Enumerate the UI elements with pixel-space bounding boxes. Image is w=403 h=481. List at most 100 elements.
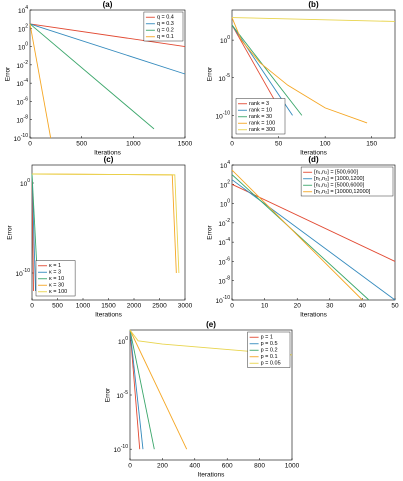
series-line xyxy=(231,17,368,124)
series-line xyxy=(129,329,155,450)
legend-box xyxy=(235,98,286,135)
x-tick-label: 0 xyxy=(128,463,132,470)
y-tick-label: 100 xyxy=(20,178,30,187)
x-tick-label: 0 xyxy=(28,141,32,148)
legend-box xyxy=(300,166,394,197)
series-line xyxy=(129,329,293,356)
legend-label: [n₁,n₂] = [500,600] xyxy=(314,170,358,176)
y-tick-label: 10-10 xyxy=(114,444,129,453)
x-tick-label: 200 xyxy=(157,463,168,470)
series-line xyxy=(231,169,363,301)
x-axis-label: Iterations xyxy=(95,312,122,319)
legend-label: [n₁,n₂] = [10000,12000] xyxy=(314,189,371,195)
series-line xyxy=(231,24,303,116)
legend-label: p = 0.5 xyxy=(261,341,278,347)
legend-box xyxy=(35,260,76,297)
chart-title: (c) xyxy=(104,155,114,164)
series-line xyxy=(29,23,155,130)
x-axis-label: Iterations xyxy=(300,312,327,319)
legend-label: q = 0.4 xyxy=(157,15,174,21)
y-tick-label: 10-6 xyxy=(218,257,230,266)
x-axis-label: Iterations xyxy=(94,150,121,157)
legend-label: κ = 3 xyxy=(49,270,61,276)
x-tick-label: 50 xyxy=(275,141,283,148)
series-line xyxy=(231,174,370,301)
x-tick-label: 50 xyxy=(391,303,399,310)
series-line xyxy=(29,23,186,75)
x-axis-label: Iterations xyxy=(198,472,225,479)
y-tick-label: 10-10 xyxy=(14,133,29,142)
y-tick-label: 10-6 xyxy=(16,97,28,106)
chart-title: (d) xyxy=(308,155,319,164)
legend-label: [n₁,n₂] = [1000,1200] xyxy=(314,176,364,182)
series-line xyxy=(31,173,180,274)
x-tick-label: 40 xyxy=(359,303,367,310)
y-axis-label: Error xyxy=(105,387,112,402)
chart-title: (e) xyxy=(206,320,216,329)
x-tick-label: 1000 xyxy=(285,463,300,470)
legend-label: rank = 100 xyxy=(249,121,275,127)
chart-title: (b) xyxy=(308,0,319,9)
series-line xyxy=(129,329,141,450)
chart-title: (a) xyxy=(103,0,113,9)
series-line xyxy=(29,23,52,139)
legend-label: κ = 30 xyxy=(49,283,64,289)
legend-label: rank = 10 xyxy=(249,108,272,114)
y-tick-label: 10-10 xyxy=(16,268,31,277)
series-line xyxy=(29,23,186,48)
legend-box xyxy=(247,331,291,368)
y-axis-label: Error xyxy=(5,66,12,81)
legend-label: p = 0.05 xyxy=(261,361,281,367)
y-tick-label: 10-8 xyxy=(218,276,230,285)
series-line xyxy=(129,329,144,450)
y-tick-label: 10-8 xyxy=(16,115,28,124)
x-tick-label: 20 xyxy=(294,303,302,310)
x-tick-label: 800 xyxy=(254,463,265,470)
y-tick-label: 100 xyxy=(220,35,230,44)
x-axis-label: Iterations xyxy=(300,150,327,157)
y-tick-label: 104 xyxy=(220,160,230,169)
x-tick-label: 10 xyxy=(261,303,269,310)
legend-label: rank = 30 xyxy=(249,114,272,120)
legend-label: p = 1 xyxy=(261,335,273,341)
x-tick-label: 150 xyxy=(366,141,377,148)
x-tick-label: 30 xyxy=(326,303,334,310)
legend-label: κ = 1 xyxy=(49,263,61,269)
legend-label: q = 0.3 xyxy=(157,21,174,27)
legend-label: q = 0.2 xyxy=(157,28,174,34)
legend-label: [n₁,n₂] = [5000,6000] xyxy=(314,183,364,189)
legend-label: rank = 300 xyxy=(249,127,275,133)
y-axis-label: Error xyxy=(7,224,14,239)
y-tick-label: 102 xyxy=(220,180,230,189)
y-axis-label: Error xyxy=(207,224,214,239)
y-tick-label: 10-2 xyxy=(16,60,28,69)
legend-label: rank = 3 xyxy=(249,101,269,107)
legend-label: p = 0.2 xyxy=(261,348,278,354)
x-tick-label: 2000 xyxy=(127,303,142,310)
x-tick-label: 400 xyxy=(189,463,200,470)
x-tick-label: 600 xyxy=(222,463,233,470)
y-tick-label: 10-10 xyxy=(216,111,231,120)
y-tick-label: 100 xyxy=(220,199,230,208)
legend-label: κ = 10 xyxy=(49,276,64,282)
y-tick-label: 104 xyxy=(18,5,28,14)
x-tick-label: 1500 xyxy=(101,303,116,310)
y-tick-label: 10-4 xyxy=(16,78,28,87)
y-tick-label: 102 xyxy=(18,24,28,33)
y-tick-label: 10-5 xyxy=(218,73,230,82)
x-tick-label: 500 xyxy=(76,141,87,148)
x-tick-label: 2500 xyxy=(152,303,167,310)
x-tick-label: 0 xyxy=(30,303,34,310)
y-tick-label: 10-4 xyxy=(218,237,230,246)
legend-label: q = 0.1 xyxy=(157,34,174,40)
y-tick-label: 10-5 xyxy=(116,390,128,399)
x-tick-label: 1000 xyxy=(76,303,91,310)
x-tick-label: 0 xyxy=(230,141,234,148)
x-tick-label: 500 xyxy=(52,303,63,310)
legend-label: κ = 100 xyxy=(49,289,67,295)
series-line xyxy=(129,329,188,450)
x-tick-label: 3000 xyxy=(178,303,193,310)
x-tick-label: 1500 xyxy=(178,141,193,148)
y-tick-label: 100 xyxy=(118,336,128,345)
